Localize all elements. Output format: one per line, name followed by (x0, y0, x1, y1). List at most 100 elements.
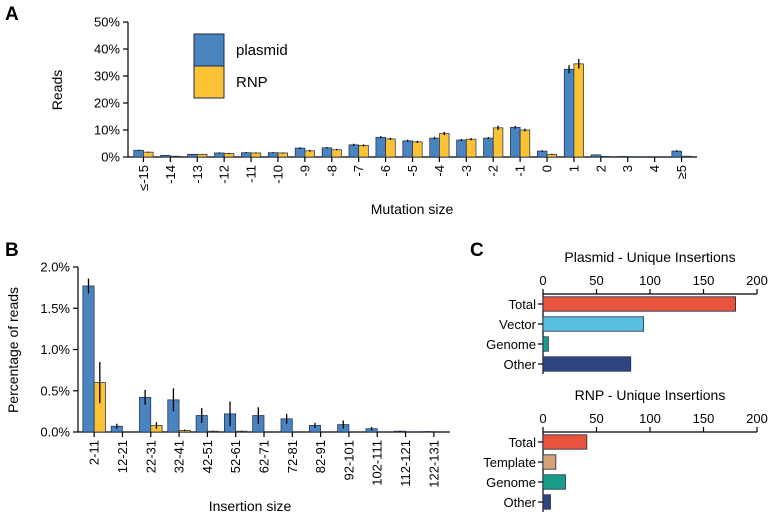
bar-vector (542, 316, 644, 332)
y-tick-label: 30% (94, 69, 120, 84)
bar-plasmid--1 (510, 126, 521, 158)
x-tick-label: ≤-15 (136, 165, 151, 191)
bar-plasmid-≤-15 (133, 149, 144, 158)
x-tick-label: 42-51 (200, 440, 215, 473)
bar-genome (542, 336, 549, 352)
x-tick-label: 200 (746, 411, 768, 426)
bar-genome (542, 474, 566, 490)
legend-swatch-plasmid (193, 33, 225, 67)
x-tick-label: ≥5 (674, 165, 689, 179)
y-tick-label: 0% (101, 150, 120, 165)
x-tick-label: 62-71 (257, 440, 272, 473)
x-ticks-b: 2-11 12-21 22-31 32-41 42-51 52-61 62-71 72-81 8… (87, 432, 441, 488)
bar-plasmid--10 (267, 152, 279, 158)
x-tick-label: -11 (244, 165, 259, 183)
chart-insertion-size: Percentage of reads Insertion size 0.0%0… (5, 260, 450, 514)
y-tick-label: 0.0% (40, 425, 70, 440)
x-tick-label: 22-31 (143, 440, 158, 473)
bar-other (542, 494, 551, 510)
bar-rnp--8 (331, 149, 342, 158)
bar-plasmid--2 (483, 137, 494, 158)
bar-plasmid--4 (429, 137, 440, 158)
x-tick-label: -6 (378, 165, 393, 177)
x-tick-label: -14 (163, 165, 178, 184)
chart-plasmid-unique-insertions: Plasmid - Unique Insertions 0 50 100 150 200… (486, 249, 768, 374)
y-tick-label: 2.0% (40, 260, 70, 275)
x-tick-label: -3 (459, 165, 474, 177)
bar-plasmid-1 (563, 68, 575, 158)
title-rnp-unique-insertions: RNP - Unique Insertions (575, 387, 726, 403)
bar-plasmid-2 (590, 154, 602, 158)
y-ticks-c1: Total Vector Genome Other (486, 297, 543, 372)
x-tick-label: 52-61 (228, 440, 243, 473)
bar-rnp--11 (250, 152, 262, 158)
x-ticks-c1: 0 50 100 150 200 (539, 273, 768, 294)
legend-label-rnp: RNP (236, 74, 268, 91)
bars-b (82, 278, 435, 433)
bar-plasmid-0 (536, 150, 548, 158)
chart-rnp-unique-insertions: RNP - Unique Insertions 0 50 100 150 200 Tot… (483, 387, 768, 512)
bar-template (542, 454, 557, 470)
x-tick-label: 150 (693, 273, 715, 288)
bar-rnp--6 (385, 138, 396, 158)
y-tick-label: 20% (94, 96, 120, 111)
bar-rnp--7 (358, 145, 369, 158)
x-tick-label: 1 (566, 165, 581, 172)
y-axis-title-b: Percentage of reads (5, 287, 21, 413)
x-tick-label: 4 (647, 165, 662, 172)
x-tick-label: 32-41 (172, 440, 187, 473)
bar-plasmid--8 (321, 147, 333, 158)
x-ticks-c2: 0 50 100 150 200 (539, 411, 768, 432)
bar-plasmid-2-11 (82, 285, 95, 433)
x-tick-label: -12 (217, 165, 232, 184)
y-tick-label: 1.0% (40, 342, 70, 357)
x-tick-label: 2-11 (87, 440, 102, 465)
x-tick-label: 72-81 (285, 440, 300, 473)
x-tick-label: 112-121 (398, 440, 413, 487)
bar-rnp--10 (277, 152, 289, 158)
y-tick-label: 1.5% (40, 301, 70, 316)
x-tick-label: -13 (190, 165, 205, 184)
bar-plasmid-≥5 (671, 150, 682, 158)
bar-rnp--9 (304, 150, 315, 158)
x-tick-label: 50 (589, 411, 603, 426)
x-tick-label: -1 (513, 165, 528, 177)
y-tick-label: 0.5% (40, 383, 70, 398)
y-tick-label: Template (483, 455, 536, 470)
bar-plasmid--5 (402, 140, 413, 158)
bars-c2 (542, 434, 588, 510)
panel-letter-a: A (5, 4, 19, 25)
bar-plasmid--13 (187, 153, 198, 158)
bar-other (542, 356, 632, 372)
x-tick-label: 12-21 (115, 440, 130, 473)
bar-plasmid--11 (241, 152, 252, 158)
x-ticks-a: ≤-15 -14 -13 -12 -11 -10 -9 -8 -7 -6 -5 -4 -3 -2 -1 0 1 2… (136, 157, 689, 191)
x-axis-title-b: Insertion size (209, 498, 292, 514)
x-tick-label: 200 (746, 273, 768, 288)
x-tick-label: 3 (620, 165, 635, 172)
y-ticks-a: 0% 10% 20% 30% 40% 50% (94, 15, 128, 165)
bar-rnp--2 (492, 127, 504, 158)
y-tick-label: Other (503, 495, 536, 510)
x-tick-label: -7 (351, 165, 366, 177)
x-axis-title-a: Mutation size (371, 201, 454, 217)
x-tick-label: 100 (639, 273, 661, 288)
title-plasmid-unique-insertions: Plasmid - Unique Insertions (564, 249, 735, 265)
x-tick-label: 50 (589, 273, 603, 288)
x-tick-label: 150 (693, 411, 715, 426)
x-tick-label: 122-131 (426, 440, 441, 488)
x-tick-label: 82-91 (313, 440, 328, 473)
bar-plasmid--9 (294, 147, 306, 158)
bars-a (133, 58, 692, 158)
x-tick-label: 102-111 (370, 440, 385, 486)
bar-rnp-≤-15 (143, 151, 154, 158)
x-tick-label: -2 (486, 165, 501, 177)
legend-swatch-rnp (193, 65, 225, 99)
bar-plasmid--12 (214, 152, 225, 158)
y-tick-label: Total (509, 435, 537, 450)
bar-plasmid--3 (456, 139, 467, 158)
y-ticks-b: 0.0% 0.5% 1.0% 1.5% 2.0% (40, 260, 78, 440)
y-axis-title-a: Reads (49, 70, 65, 110)
bar-total (542, 434, 588, 450)
